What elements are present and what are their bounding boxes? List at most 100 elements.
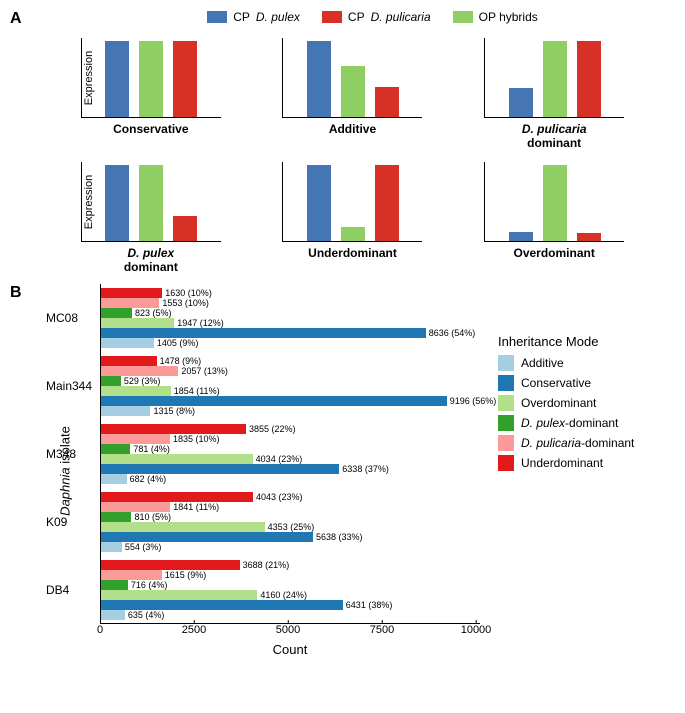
hbar	[101, 474, 127, 484]
isolate-group: M3483855 (22%)1835 (10%)781 (4%)4034 (23…	[101, 424, 480, 484]
mini-bar	[375, 87, 399, 117]
hbar	[101, 318, 174, 328]
hbar-row: 6431 (38%)	[101, 600, 480, 610]
isolate-group: MC081630 (10%)1553 (10%)823 (5%)1947 (12…	[101, 288, 480, 348]
hbar-label: 1615 (9%)	[165, 570, 207, 580]
legend-a-item: CP D. pulicaria	[322, 10, 431, 24]
hbar-label: 1315 (8%)	[153, 406, 195, 416]
mini-chart: ExpressionConservative	[65, 38, 237, 152]
hbar-row: 1405 (9%)	[101, 338, 480, 348]
isolate-label: Main344	[46, 379, 92, 393]
panel-b-label: B	[10, 284, 22, 302]
hbar	[101, 386, 171, 396]
hbar	[101, 610, 125, 620]
hbar-row: 6338 (37%)	[101, 464, 480, 474]
hbar-label: 4160 (24%)	[260, 590, 307, 600]
hbar-label: 1835 (10%)	[173, 434, 220, 444]
hbar-row: 635 (4%)	[101, 610, 480, 620]
legend-swatch	[498, 415, 514, 431]
hbar-label: 1841 (11%)	[173, 502, 219, 512]
hbar	[101, 444, 130, 454]
mini-chart-body	[484, 38, 624, 118]
mini-chart-body	[484, 162, 624, 242]
mini-bar	[173, 216, 197, 241]
panel-b-xlabel: Count	[100, 642, 480, 657]
panel-b-chart: Daphnia isolate MC081630 (10%)1553 (10%)…	[50, 284, 480, 657]
legend-swatch	[498, 435, 514, 451]
hbar	[101, 424, 246, 434]
hbar	[101, 542, 122, 552]
hbar-row: 823 (5%)	[101, 308, 480, 318]
legend-b-item: Overdominant	[498, 395, 634, 411]
hbar-row: 3688 (21%)	[101, 560, 480, 570]
legend-swatch	[498, 355, 514, 371]
hbar	[101, 512, 131, 522]
legend-swatch	[498, 375, 514, 391]
legend-swatch	[207, 11, 227, 23]
hbar-label: 823 (5%)	[135, 308, 172, 318]
hbar-label: 810 (5%)	[134, 512, 171, 522]
hbar	[101, 308, 132, 318]
isolate-group: Main3441478 (9%)2057 (13%)529 (3%)1854 (…	[101, 356, 480, 416]
mini-bar	[341, 66, 365, 117]
isolate-label: DB4	[46, 583, 69, 597]
panel-b-ylabel: Daphnia isolate	[57, 426, 72, 516]
hbar-label: 5638 (33%)	[316, 532, 363, 542]
hbar-row: 3855 (22%)	[101, 424, 480, 434]
isolate-group: DB43688 (21%)1615 (9%)716 (4%)4160 (24%)…	[101, 560, 480, 620]
hbar-row: 716 (4%)	[101, 580, 480, 590]
hbar-label: 781 (4%)	[133, 444, 170, 454]
isolate-label: M348	[46, 447, 76, 461]
mini-bar	[105, 165, 129, 241]
mini-chart-body: Expression	[81, 162, 221, 242]
legend-swatch	[498, 455, 514, 471]
hbar-row: 1947 (12%)	[101, 318, 480, 328]
hbar	[101, 328, 426, 338]
mini-chart-title: Underdominant	[308, 246, 397, 276]
hbar-label: 1553 (10%)	[162, 298, 209, 308]
mini-chart: Additive	[267, 38, 439, 152]
hbar	[101, 600, 343, 610]
mini-chart-body: Expression	[81, 38, 221, 118]
panel-b-plot: MC081630 (10%)1553 (10%)823 (5%)1947 (12…	[100, 284, 480, 624]
x-tick: 2500	[182, 624, 206, 636]
legend-b-title: Inheritance Mode	[498, 334, 634, 349]
hbar-row: 4160 (24%)	[101, 590, 480, 600]
hbar-label: 3688 (21%)	[243, 560, 290, 570]
mini-bar	[509, 88, 533, 117]
legend-swatch	[498, 395, 514, 411]
mini-bar	[341, 227, 365, 241]
hbar-row: 1615 (9%)	[101, 570, 480, 580]
hbar-label: 3855 (22%)	[249, 424, 296, 434]
mini-bar	[307, 41, 331, 117]
legend-b-item: Additive	[498, 355, 634, 371]
hbar-row: 810 (5%)	[101, 512, 480, 522]
legend-swatch	[322, 11, 342, 23]
hbar	[101, 522, 265, 532]
mini-chart: D. pulicariadominant	[468, 38, 640, 152]
mini-chart: Underdominant	[267, 162, 439, 276]
mini-ylabel: Expression	[83, 50, 95, 104]
hbar-label: 1854 (11%)	[174, 386, 220, 396]
mini-chart-title: D. pulicariadominant	[522, 122, 587, 152]
legend-b-item: Conservative	[498, 375, 634, 391]
mini-bar	[307, 165, 331, 241]
hbar	[101, 434, 170, 444]
mini-chart: ExpressionD. pulexdominant	[65, 162, 237, 276]
mini-bar	[375, 165, 399, 241]
hbar-label: 4043 (23%)	[256, 492, 303, 502]
legend-b-item: D. pulex-dominant	[498, 415, 634, 431]
hbar-label: 529 (3%)	[124, 376, 161, 386]
isolate-group: K094043 (23%)1841 (11%)810 (5%)4353 (25%…	[101, 492, 480, 552]
hbar-row: 1835 (10%)	[101, 434, 480, 444]
mini-chart-body	[282, 162, 422, 242]
hbar-row: 554 (3%)	[101, 542, 480, 552]
hbar-label: 4034 (23%)	[256, 454, 303, 464]
mini-chart-body	[282, 38, 422, 118]
hbar	[101, 492, 253, 502]
legend-b-item: D. pulicaria-dominant	[498, 435, 634, 451]
hbar	[101, 288, 162, 298]
hbar-row: 4043 (23%)	[101, 492, 480, 502]
legend-a-item: OP hybrids	[453, 10, 538, 24]
x-tick: 7500	[370, 624, 394, 636]
